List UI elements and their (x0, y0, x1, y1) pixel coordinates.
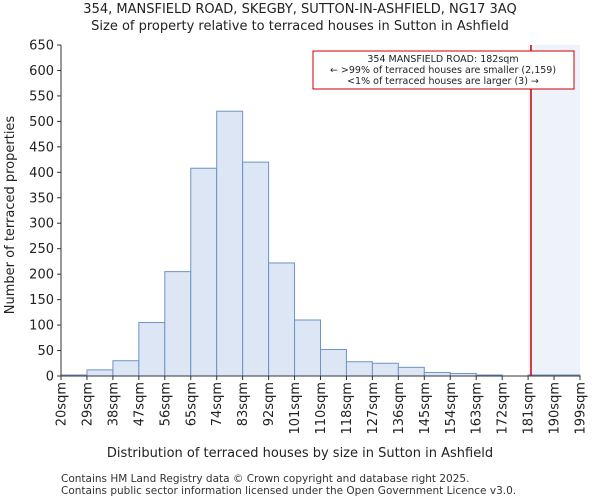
bar-38sqm (112, 360, 140, 377)
footer-licence: Contains public sector information licen… (61, 485, 517, 497)
chart-subtitle: Size of property relative to terraced ho… (91, 19, 509, 34)
y-tick-label: 600 (29, 64, 54, 79)
y-tick-label: 0 (46, 370, 54, 385)
x-tick-label: 83sqm (236, 382, 251, 426)
x-axis-title: Distribution of terraced houses by size … (107, 446, 493, 461)
bar-136sqm (397, 366, 425, 377)
x-tick-label: 20sqm (55, 382, 70, 426)
y-tick-label: 100 (29, 319, 54, 334)
x-tick-label: 56sqm (158, 382, 173, 426)
x-tick-label: 92sqm (262, 382, 277, 426)
bar-145sqm (423, 371, 451, 377)
x-tick-label: 101sqm (288, 382, 303, 435)
x-tick-label: 47sqm (132, 382, 147, 426)
y-tick-label: 50 (37, 344, 54, 359)
x-tick-label: 172sqm (496, 382, 511, 435)
footer-copyright: Contains HM Land Registry data © Crown c… (61, 473, 470, 485)
annotation-box (312, 50, 575, 90)
y-tick-label: 650 (29, 39, 54, 54)
y-tick-label: 400 (29, 166, 54, 181)
x-tick-label: 199sqm (574, 382, 589, 435)
bar-65sqm (190, 167, 218, 377)
x-tick-label: 65sqm (184, 382, 199, 426)
highlight-region (528, 45, 580, 376)
x-tick-label: 181sqm (522, 382, 537, 435)
chart-title-address: 354, MANSFIELD ROAD, SKEGBY, SUTTON-IN-A… (83, 2, 517, 17)
bar-118sqm (345, 361, 373, 377)
bar-127sqm (371, 362, 399, 377)
bar-83sqm (242, 161, 270, 377)
annotation-line-3: <1% of terraced houses are larger (3) → (347, 76, 539, 87)
y-tick-label: 450 (29, 140, 54, 155)
y-tick-label: 200 (29, 268, 54, 283)
y-tick-label: 250 (29, 242, 54, 257)
y-axis-title: Number of terraced properties (3, 116, 18, 315)
x-tick-label: 38sqm (106, 382, 121, 426)
x-tick-label: 163sqm (470, 382, 485, 435)
bar-110sqm (320, 349, 347, 377)
x-tick-label: 145sqm (418, 382, 433, 435)
bar-101sqm (294, 319, 321, 377)
y-tick-label: 350 (29, 191, 54, 206)
annotation-line-1: 354 MANSFIELD ROAD: 182sqm (367, 54, 518, 65)
x-tick-label: 136sqm (392, 382, 407, 435)
bar-56sqm (164, 271, 192, 377)
bar-29sqm (86, 369, 114, 377)
x-tick-label: 154sqm (444, 382, 459, 435)
x-tick-label: 190sqm (548, 382, 563, 435)
bar-74sqm (216, 110, 244, 377)
y-tick-label: 300 (29, 217, 54, 232)
y-tick-label: 150 (29, 293, 54, 308)
y-tick-label: 500 (29, 115, 54, 130)
x-tick-label: 127sqm (366, 382, 381, 435)
y-tick-label: 550 (29, 89, 54, 104)
x-tick-label: 118sqm (340, 382, 355, 435)
annotation-line-2: ← >99% of terraced houses are smaller (2… (330, 65, 556, 76)
x-tick-label: 74sqm (210, 382, 225, 426)
bar-47sqm (138, 322, 166, 377)
bar-92sqm (268, 262, 296, 377)
x-tick-label: 110sqm (314, 382, 329, 435)
x-tick-label: 29sqm (80, 382, 95, 426)
